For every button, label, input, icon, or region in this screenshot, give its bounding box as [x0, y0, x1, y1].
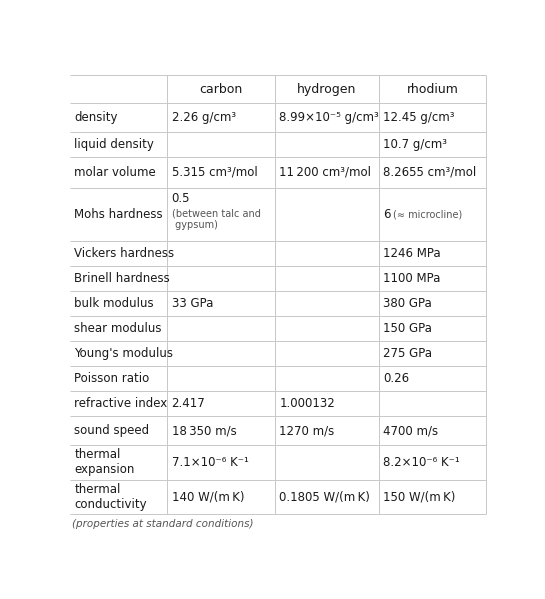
Text: 12.45 g/cm³: 12.45 g/cm³: [383, 111, 455, 124]
Text: 11 200 cm³/mol: 11 200 cm³/mol: [280, 166, 371, 179]
Text: (properties at standard conditions): (properties at standard conditions): [72, 519, 254, 528]
Text: 1246 MPa: 1246 MPa: [383, 247, 440, 261]
Text: Brinell hardness: Brinell hardness: [75, 273, 170, 286]
Text: 10.7 g/cm³: 10.7 g/cm³: [383, 138, 447, 151]
Text: hydrogen: hydrogen: [297, 83, 356, 96]
Text: 150 GPa: 150 GPa: [383, 322, 432, 335]
Text: thermal
conductivity: thermal conductivity: [75, 483, 147, 511]
Text: 8.2×10⁻⁶ K⁻¹: 8.2×10⁻⁶ K⁻¹: [383, 456, 459, 469]
Text: 0.26: 0.26: [383, 373, 409, 386]
Text: Vickers hardness: Vickers hardness: [75, 247, 174, 261]
Text: 2.26 g/cm³: 2.26 g/cm³: [172, 111, 236, 124]
Text: 2.417: 2.417: [172, 398, 205, 410]
Text: rhodium: rhodium: [407, 83, 458, 96]
Text: 33 GPa: 33 GPa: [172, 298, 213, 310]
Text: bulk modulus: bulk modulus: [75, 298, 154, 310]
Text: Poisson ratio: Poisson ratio: [75, 373, 150, 386]
Text: 0.5: 0.5: [172, 192, 190, 205]
Text: 8.99×10⁻⁵ g/cm³: 8.99×10⁻⁵ g/cm³: [280, 111, 379, 124]
Text: molar volume: molar volume: [75, 166, 156, 179]
Text: thermal
expansion: thermal expansion: [75, 448, 135, 476]
Text: 0.1805 W/(m K): 0.1805 W/(m K): [280, 491, 370, 503]
Text: 140 W/(m K): 140 W/(m K): [172, 491, 244, 503]
Text: 275 GPa: 275 GPa: [383, 347, 432, 361]
Text: sound speed: sound speed: [75, 424, 149, 437]
Text: 5.315 cm³/mol: 5.315 cm³/mol: [172, 166, 257, 179]
Text: carbon: carbon: [199, 83, 243, 96]
Text: liquid density: liquid density: [75, 138, 154, 151]
Text: 7.1×10⁻⁶ K⁻¹: 7.1×10⁻⁶ K⁻¹: [172, 456, 249, 469]
Text: (between talc and
 gypsum): (between talc and gypsum): [172, 208, 261, 230]
Text: (≈ microcline): (≈ microcline): [393, 210, 463, 220]
Text: 18 350 m/s: 18 350 m/s: [172, 424, 237, 437]
Text: 1.000132: 1.000132: [280, 398, 335, 410]
Text: Mohs hardness: Mohs hardness: [75, 208, 163, 221]
Text: shear modulus: shear modulus: [75, 322, 162, 335]
Text: 6: 6: [383, 208, 390, 221]
Text: 1100 MPa: 1100 MPa: [383, 273, 440, 286]
Text: refractive index: refractive index: [75, 398, 168, 410]
Text: 380 GPa: 380 GPa: [383, 298, 432, 310]
Text: density: density: [75, 111, 118, 124]
Text: 8.2655 cm³/mol: 8.2655 cm³/mol: [383, 166, 476, 179]
Text: 4700 m/s: 4700 m/s: [383, 424, 438, 437]
Text: Young's modulus: Young's modulus: [75, 347, 173, 361]
Text: 1270 m/s: 1270 m/s: [280, 424, 335, 437]
Text: 150 W/(m K): 150 W/(m K): [383, 491, 455, 503]
